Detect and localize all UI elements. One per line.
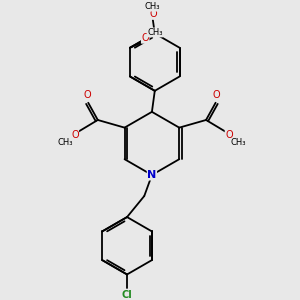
Text: N: N <box>147 170 157 180</box>
Text: O: O <box>141 33 149 43</box>
Text: O: O <box>225 130 233 140</box>
Text: CH₃: CH₃ <box>231 138 246 147</box>
Text: O: O <box>149 9 157 19</box>
Text: Cl: Cl <box>122 290 132 299</box>
Text: CH₃: CH₃ <box>144 2 160 11</box>
Text: O: O <box>213 90 220 100</box>
Text: O: O <box>71 130 79 140</box>
Text: O: O <box>83 90 91 100</box>
Text: CH₃: CH₃ <box>147 28 163 37</box>
Text: CH₃: CH₃ <box>58 138 73 147</box>
